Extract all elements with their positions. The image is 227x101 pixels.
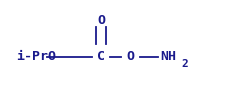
Text: i-PrO: i-PrO xyxy=(16,50,56,63)
Text: O: O xyxy=(126,50,135,63)
Text: O: O xyxy=(97,14,105,27)
Text: NH: NH xyxy=(160,50,176,63)
Text: 2: 2 xyxy=(182,59,188,69)
Text: C: C xyxy=(97,50,105,63)
